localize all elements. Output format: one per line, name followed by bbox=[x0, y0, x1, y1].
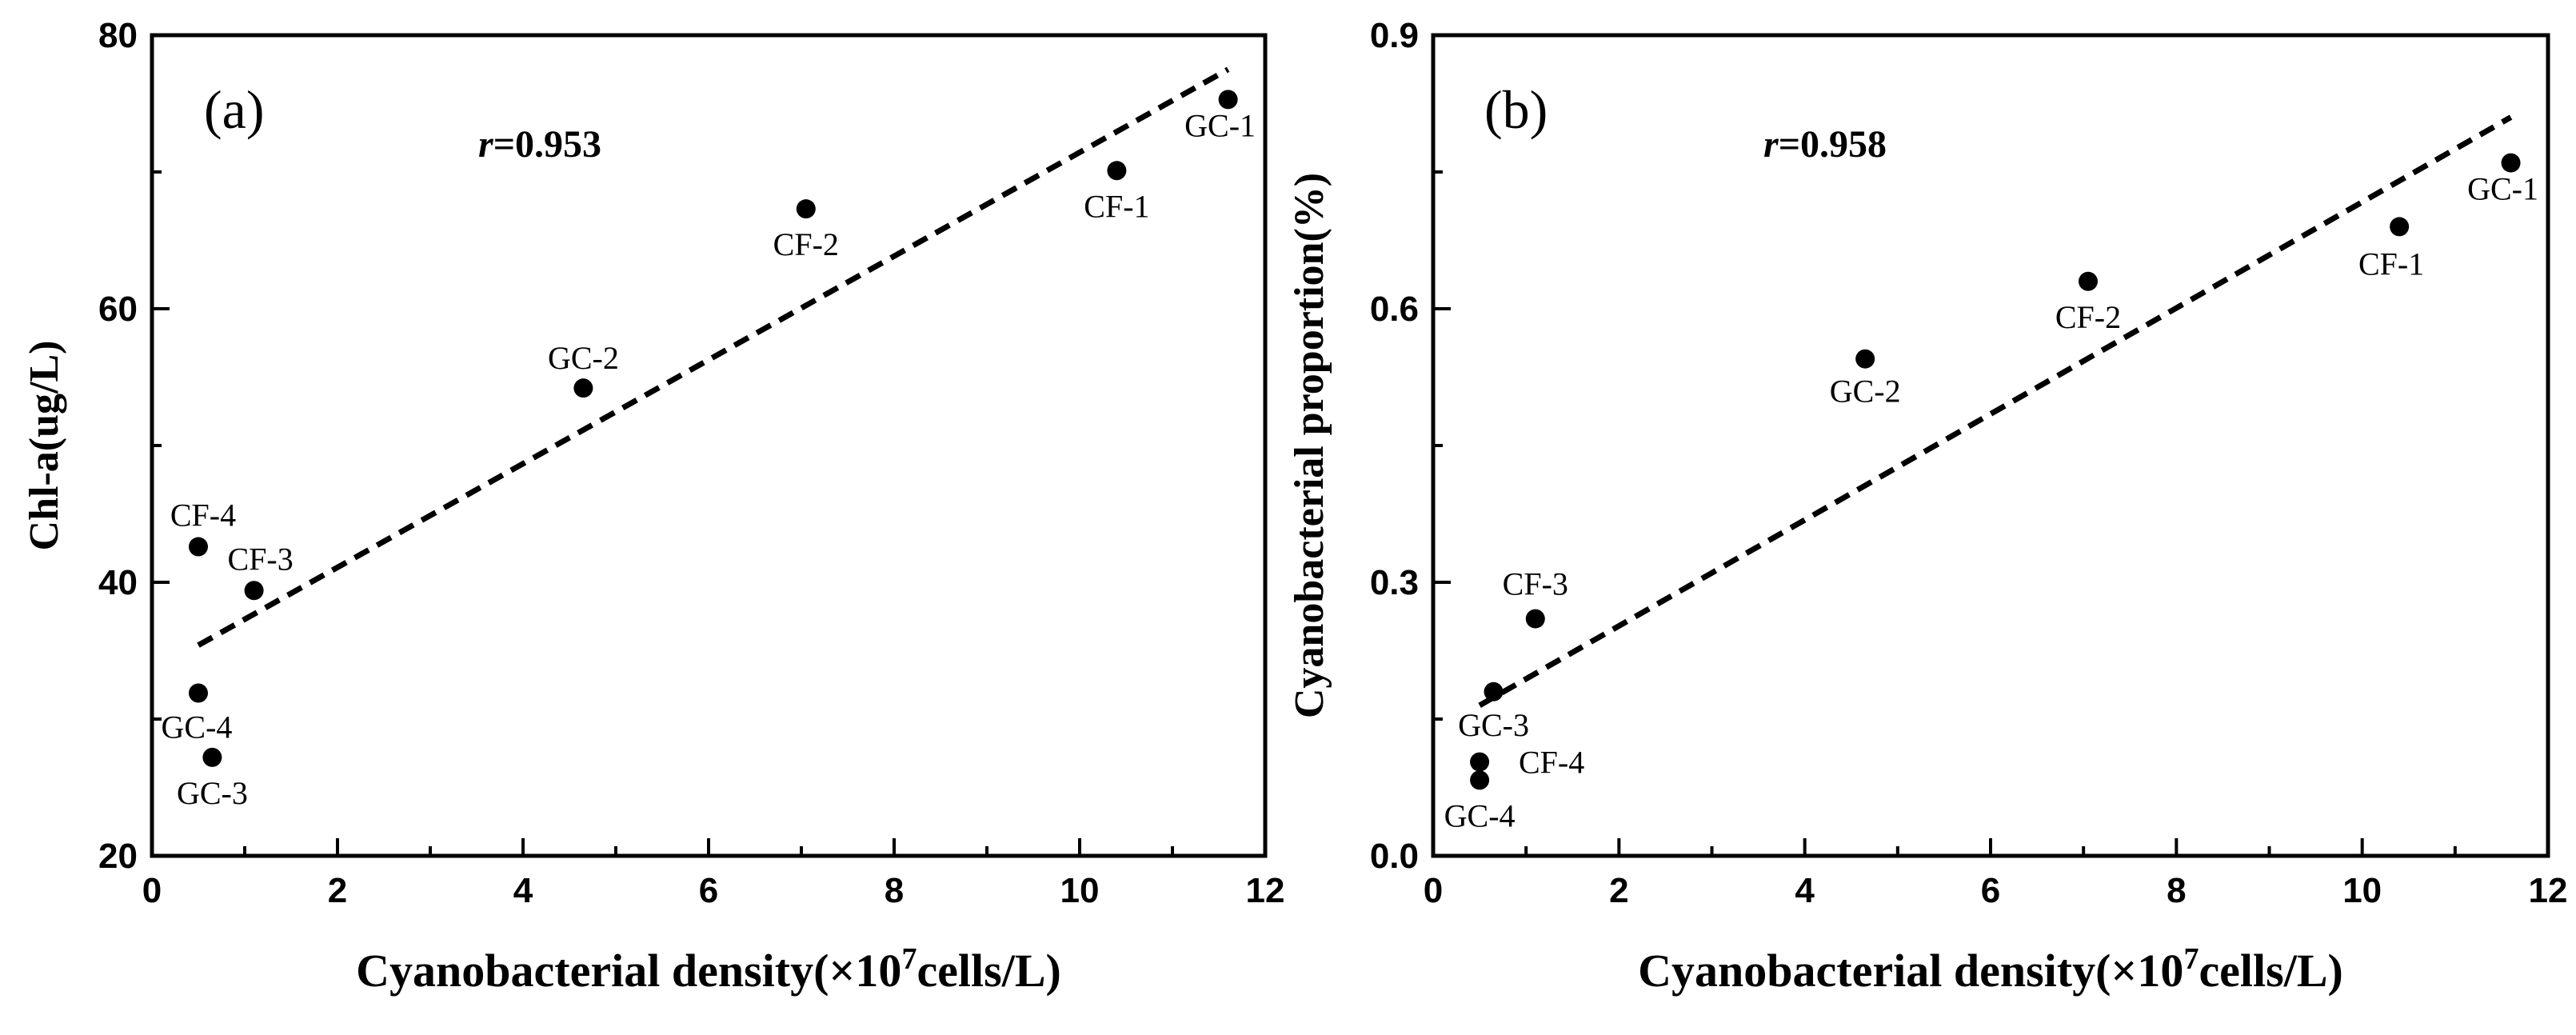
data-point-gc-2 bbox=[1855, 349, 1875, 369]
x-axis-label: Cyanobacterial density(×107cells/L) bbox=[356, 942, 1061, 997]
point-label-gc-1: GC-1 bbox=[2467, 171, 2538, 207]
y-tick-label: 0.6 bbox=[1370, 290, 1419, 329]
x-tick-label: 0 bbox=[142, 871, 162, 910]
fit-line bbox=[197, 66, 1230, 648]
plot-frame bbox=[1431, 33, 2550, 858]
point-label-gc-2: GC-2 bbox=[548, 340, 619, 376]
correlation-annotation: r=0.958 bbox=[1763, 123, 1887, 166]
data-point-gc-3 bbox=[1484, 681, 1504, 701]
x-tick-label: 4 bbox=[1795, 871, 1815, 910]
y-tick-label: 0.9 bbox=[1370, 16, 1419, 55]
point-label-cf-2: CF-2 bbox=[2055, 299, 2121, 335]
panel-label: (a) bbox=[204, 79, 264, 140]
r-value: =0.953 bbox=[493, 123, 601, 166]
x-tick-label: 12 bbox=[2529, 871, 2568, 910]
panel-label: (b) bbox=[1484, 79, 1548, 140]
data-point-cf-4 bbox=[189, 537, 208, 557]
x-tick-label: 10 bbox=[1060, 871, 1100, 910]
y-tick-label: 60 bbox=[98, 290, 138, 329]
data-point-gc-3 bbox=[202, 747, 222, 767]
x-axis-label: Cyanobacterial density(×107cells/L) bbox=[1638, 942, 2343, 997]
data-point-cf-4 bbox=[1470, 752, 1490, 772]
data-point-gc-1 bbox=[1218, 90, 1238, 110]
y-axis-label: Chl-a(ug/L) bbox=[22, 341, 67, 551]
point-label-cf-1: CF-1 bbox=[1084, 188, 1149, 224]
point-label-gc-3: GC-3 bbox=[1458, 707, 1529, 743]
y-tick-label: 20 bbox=[98, 837, 138, 876]
point-label-gc-4: GC-4 bbox=[162, 709, 233, 745]
plot-frame bbox=[150, 33, 1268, 858]
data-point-cf-2 bbox=[796, 199, 816, 219]
data-point-cf-3 bbox=[1525, 609, 1545, 629]
y-tick-label: 40 bbox=[98, 563, 138, 602]
point-label-gc-1: GC-1 bbox=[1184, 107, 1256, 143]
point-label-gc-4: GC-4 bbox=[1444, 797, 1516, 833]
point-label-cf-2: CF-2 bbox=[773, 226, 839, 262]
y-tick-label: 0.0 bbox=[1370, 837, 1419, 876]
point-label-cf-1: CF-1 bbox=[2358, 246, 2424, 282]
x-tick-label: 8 bbox=[885, 871, 904, 910]
x-tick-label: 2 bbox=[328, 871, 347, 910]
data-point-gc-2 bbox=[573, 378, 593, 398]
data-point-cf-1 bbox=[1107, 161, 1127, 181]
chart-panel-b: 0 2 4 6 8 10 12 0.0 0.3 0.6 0.9 GC-1 CF-1 CF-2 GC-2 CF-… bbox=[1287, 16, 2567, 997]
x-tick-label: 12 bbox=[1246, 871, 1285, 910]
point-label-gc-3: GC-3 bbox=[177, 775, 248, 811]
point-label-cf-4: CF-4 bbox=[170, 498, 236, 533]
data-point-gc-4 bbox=[189, 683, 208, 703]
r-value: =0.958 bbox=[1779, 123, 1887, 166]
data-point-gc-1 bbox=[2501, 153, 2521, 173]
y-axis-label: Cyanobacterial proportion(%) bbox=[1287, 173, 1332, 718]
fit-line bbox=[1478, 114, 2513, 708]
x-tick-label: 6 bbox=[1981, 871, 2000, 910]
x-tick-label: 4 bbox=[513, 871, 533, 910]
y-tick-label: 80 bbox=[98, 16, 138, 55]
r-symbol: r bbox=[1763, 123, 1779, 166]
x-tick-label: 10 bbox=[2342, 871, 2382, 910]
x-tick-label: 2 bbox=[1609, 871, 1628, 910]
point-label-cf-3: CF-3 bbox=[227, 541, 293, 577]
data-point-cf-2 bbox=[2078, 271, 2098, 291]
x-tick-label: 0 bbox=[1424, 871, 1443, 910]
data-point-cf-1 bbox=[2390, 217, 2410, 237]
point-label-cf-4: CF-4 bbox=[1519, 745, 1584, 781]
data-point-gc-4 bbox=[1470, 770, 1490, 790]
y-tick-label: 0.3 bbox=[1370, 563, 1419, 602]
chart-panel-a: 0 2 4 6 8 10 12 20 40 60 80 GC-1 CF-1 CF-2 GC-2 CF-4 CF-… bbox=[22, 16, 1284, 997]
x-tick-label: 6 bbox=[699, 871, 718, 910]
data-point-cf-3 bbox=[244, 581, 264, 601]
correlation-annotation: r=0.953 bbox=[478, 123, 601, 166]
r-symbol: r bbox=[478, 123, 494, 166]
point-label-cf-3: CF-3 bbox=[1503, 566, 1568, 602]
x-tick-label: 8 bbox=[2167, 871, 2186, 910]
point-label-gc-2: GC-2 bbox=[1830, 374, 1901, 410]
